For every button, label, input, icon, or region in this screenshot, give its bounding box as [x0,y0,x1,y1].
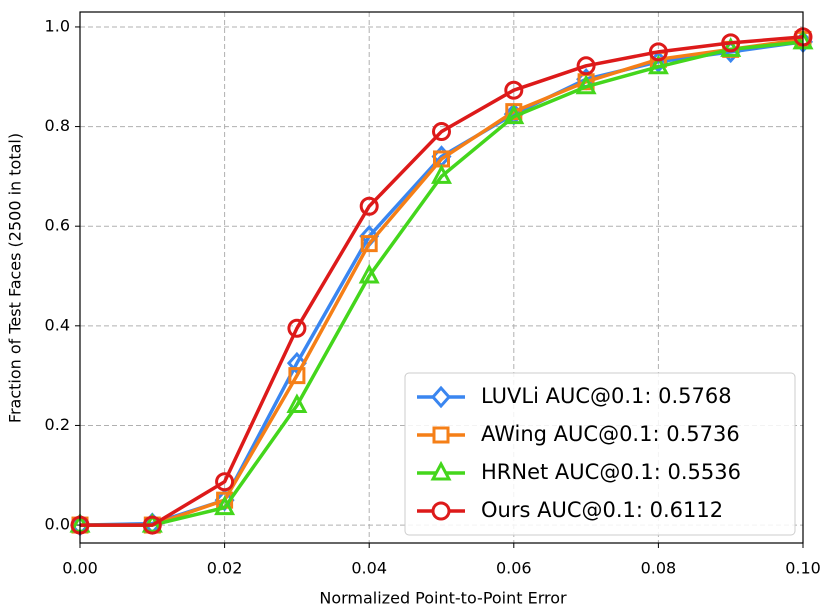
marker [288,367,306,385]
legend-label: HRNet AUC@0.1: 0.5536 [481,460,741,484]
marker [575,74,597,95]
x-tick-label: 0.06 [496,559,532,578]
legend-label: Ours AUC@0.1: 0.6112 [481,498,723,522]
x-tick-label: 0.02 [207,559,243,578]
marker [142,515,162,535]
marker [360,235,378,253]
plot-frame [79,11,804,544]
y-tick-label: 0.4 [45,315,70,334]
marker [431,164,452,184]
series-line [80,37,804,527]
marker [214,495,236,516]
x-tick-label: 0.00 [62,559,98,578]
y-tick-label: 1.0 [45,16,70,35]
marker [430,460,452,481]
x-tick-label: 0.10 [785,559,821,578]
marker [286,393,308,414]
y-axis-label: Fraction of Test Faces (2500 in total) [6,133,25,423]
marker [504,80,524,100]
marker [503,104,525,125]
marker [648,42,668,62]
legend-label: AWing AUC@0.1: 0.5736 [481,422,740,446]
marker [647,54,669,75]
legend-box [404,372,796,536]
y-tick-label: 0.0 [45,515,70,534]
x-axis-label: Normalized Point-to-Point Error [319,589,567,608]
legend-label: LUVLi AUC@0.1: 0.5768 [481,384,732,408]
marker [359,196,379,216]
legend: LUVLi AUC@0.1: 0.5768 AWing AUC@0.1: 0.57… [404,372,796,536]
marker [430,385,452,409]
x-tick-label: 0.04 [351,559,387,578]
marker [721,33,741,53]
marker [432,122,451,142]
marker [358,263,380,284]
marker [432,426,450,444]
series-line [80,40,804,527]
series-line [80,35,804,527]
y-tick-label: 0.2 [45,415,70,434]
marker [576,56,596,76]
marker [215,472,235,492]
marker [287,318,307,338]
y-tick-label: 0.6 [45,216,70,235]
x-tick-label: 0.08 [641,559,677,578]
marker [720,37,742,57]
marker [431,501,451,521]
y-tick-label: 0.8 [45,116,70,135]
